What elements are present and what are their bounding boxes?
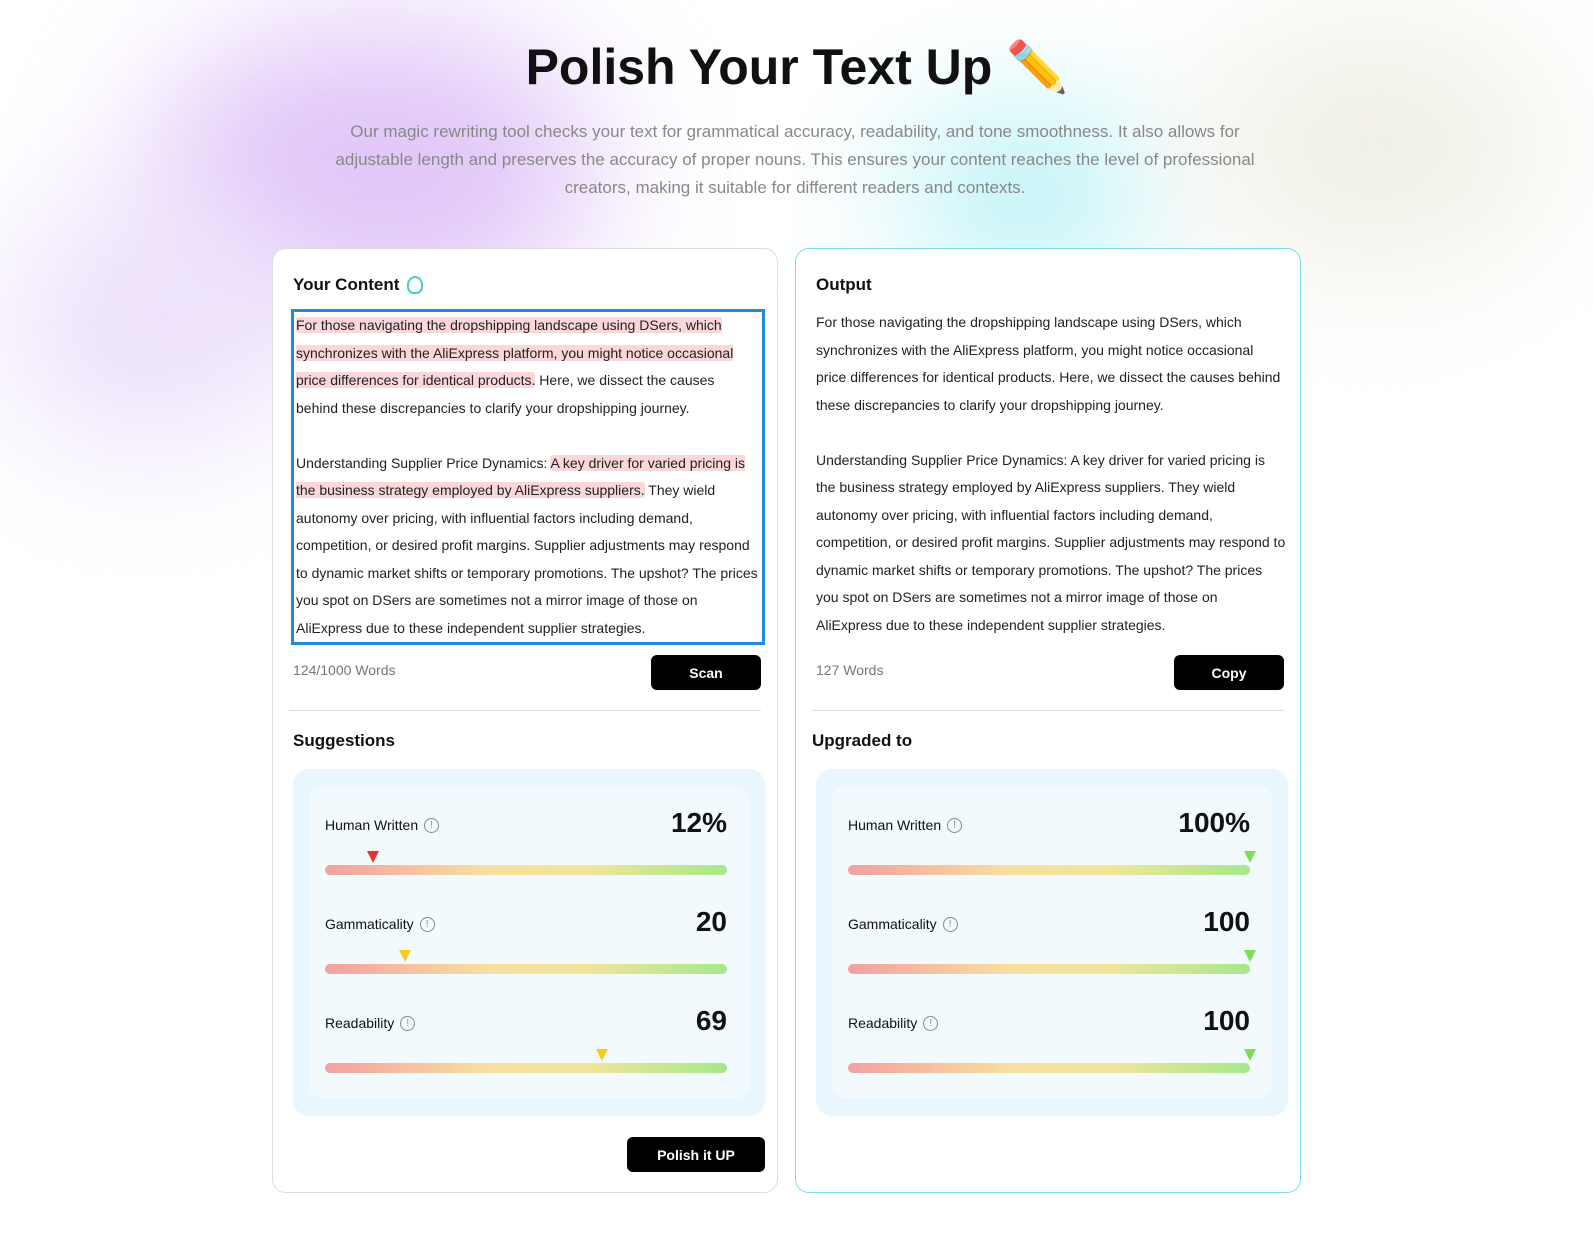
metric-label: Readability! xyxy=(848,1015,939,1031)
divider xyxy=(289,710,761,711)
input-card: Your Content For those navigating the dr… xyxy=(272,248,778,1193)
info-icon[interactable]: ! xyxy=(942,916,958,932)
text: Understanding Supplier Price Dynamics: xyxy=(296,454,551,471)
metric-value: 12% xyxy=(670,807,727,838)
score-bar xyxy=(325,964,727,974)
highlight: For those navigating the dropshipping la… xyxy=(296,317,734,388)
metric-label: Readability! xyxy=(325,1015,416,1031)
page-title: Polish Your Text Up ✏️ xyxy=(525,39,1069,95)
metric-gammaticality: Gammaticality! 20 xyxy=(325,894,727,974)
metric-readability: Readability! 69 xyxy=(325,993,727,1073)
lightbulb-icon[interactable] xyxy=(407,276,424,294)
info-icon[interactable]: ! xyxy=(419,916,435,932)
metric-value: 20 xyxy=(695,906,727,937)
output-title: Output xyxy=(816,275,872,294)
suggestions-title: Suggestions xyxy=(293,731,396,750)
score-marker-icon xyxy=(1244,950,1256,962)
score-marker-icon xyxy=(1244,1049,1256,1061)
metric-gammaticality: Gammaticality! 100 xyxy=(848,894,1256,974)
score-marker-icon xyxy=(596,1049,609,1061)
page-subtitle: Our magic rewriting tool checks your tex… xyxy=(335,122,1255,197)
input-title: Your Content xyxy=(293,275,424,295)
score-bar xyxy=(325,865,727,875)
score-bar xyxy=(848,1063,1250,1073)
polish-button[interactable]: Polish it UP xyxy=(627,1137,765,1172)
metric-label-text: Gammaticality xyxy=(848,916,937,932)
metric-label-text: Readability xyxy=(848,1015,918,1031)
text: Understanding Supplier Price Dynamics: A… xyxy=(816,451,1286,633)
text: They wield autonomy over pricing, with i… xyxy=(296,482,758,636)
copy-button[interactable]: Copy xyxy=(1174,655,1284,690)
output-card: Output For those navigating the dropship… xyxy=(795,248,1301,1193)
metric-label-text: Gammaticality xyxy=(325,916,414,932)
metric-readability: Readability! 100 xyxy=(848,993,1256,1073)
text: Here, we dissect the causes behind these… xyxy=(296,372,715,416)
metric-value: 100 xyxy=(1203,1005,1250,1036)
metric-label: Human Written! xyxy=(325,817,440,833)
score-marker-icon xyxy=(1244,851,1256,863)
metric-label-text: Readability xyxy=(325,1015,395,1031)
input-title-text: Your Content xyxy=(293,275,400,294)
score-marker-icon xyxy=(367,851,380,863)
content-textarea[interactable]: For those navigating the dropshipping la… xyxy=(291,309,765,645)
metric-value: 69 xyxy=(695,1005,727,1036)
metric-label-text: Human Written xyxy=(848,817,942,833)
upgraded-title: Upgraded to xyxy=(812,731,913,750)
word-count: 127 Words xyxy=(816,662,884,678)
divider xyxy=(812,710,1284,711)
word-count: 124/1000 Words xyxy=(293,662,396,678)
metric-label-text: Human Written xyxy=(325,817,419,833)
metric-label: Gammaticality! xyxy=(848,916,958,932)
score-marker-icon xyxy=(399,950,412,962)
scan-button[interactable]: Scan xyxy=(651,655,761,690)
score-bar xyxy=(848,964,1250,974)
metric-human-written: Human Written! 100% xyxy=(848,795,1256,875)
metric-value: 100 xyxy=(1203,906,1250,937)
metrics-panel: Human Written! 100% Gammaticality! 100 R… xyxy=(816,769,1288,1116)
output-text: For those navigating the dropshipping la… xyxy=(814,309,1288,645)
metric-human-written: Human Written! 12% xyxy=(325,795,727,875)
info-icon[interactable]: ! xyxy=(923,1015,939,1031)
score-bar xyxy=(325,1063,727,1073)
metrics-panel: Human Written! 12% Gammaticality! 20 Rea… xyxy=(293,769,765,1116)
metric-label: Gammaticality! xyxy=(325,916,435,932)
info-icon[interactable]: ! xyxy=(400,1015,416,1031)
metric-label: Human Written! xyxy=(848,817,963,833)
info-icon[interactable]: ! xyxy=(424,817,440,833)
metric-value: 100% xyxy=(1178,807,1250,838)
text: For those navigating the dropshipping la… xyxy=(816,314,1281,413)
score-bar xyxy=(848,865,1250,875)
info-icon[interactable]: ! xyxy=(947,817,963,833)
